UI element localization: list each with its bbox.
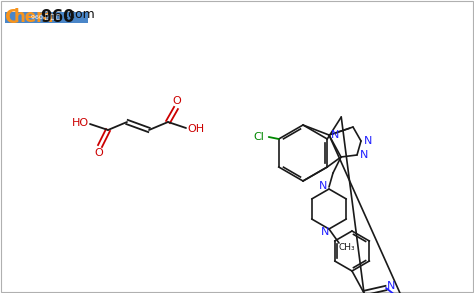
Text: .com: .com <box>65 8 96 21</box>
Text: N: N <box>321 227 329 237</box>
Text: N: N <box>331 130 339 140</box>
Text: hem: hem <box>14 8 55 26</box>
Text: C: C <box>5 8 19 27</box>
Text: N: N <box>360 150 368 160</box>
Text: OH: OH <box>187 124 205 134</box>
Text: N: N <box>387 281 395 291</box>
Text: O: O <box>173 96 182 106</box>
Text: 960: 960 <box>40 8 74 26</box>
Text: 960 化 工 网: 960 化 工 网 <box>31 15 61 20</box>
Text: N: N <box>319 181 327 191</box>
FancyBboxPatch shape <box>5 12 88 23</box>
Text: HO: HO <box>72 118 89 128</box>
Text: Cl: Cl <box>253 132 264 142</box>
Text: N: N <box>364 136 372 146</box>
Text: O: O <box>95 148 103 158</box>
Text: CH₃: CH₃ <box>339 243 356 251</box>
